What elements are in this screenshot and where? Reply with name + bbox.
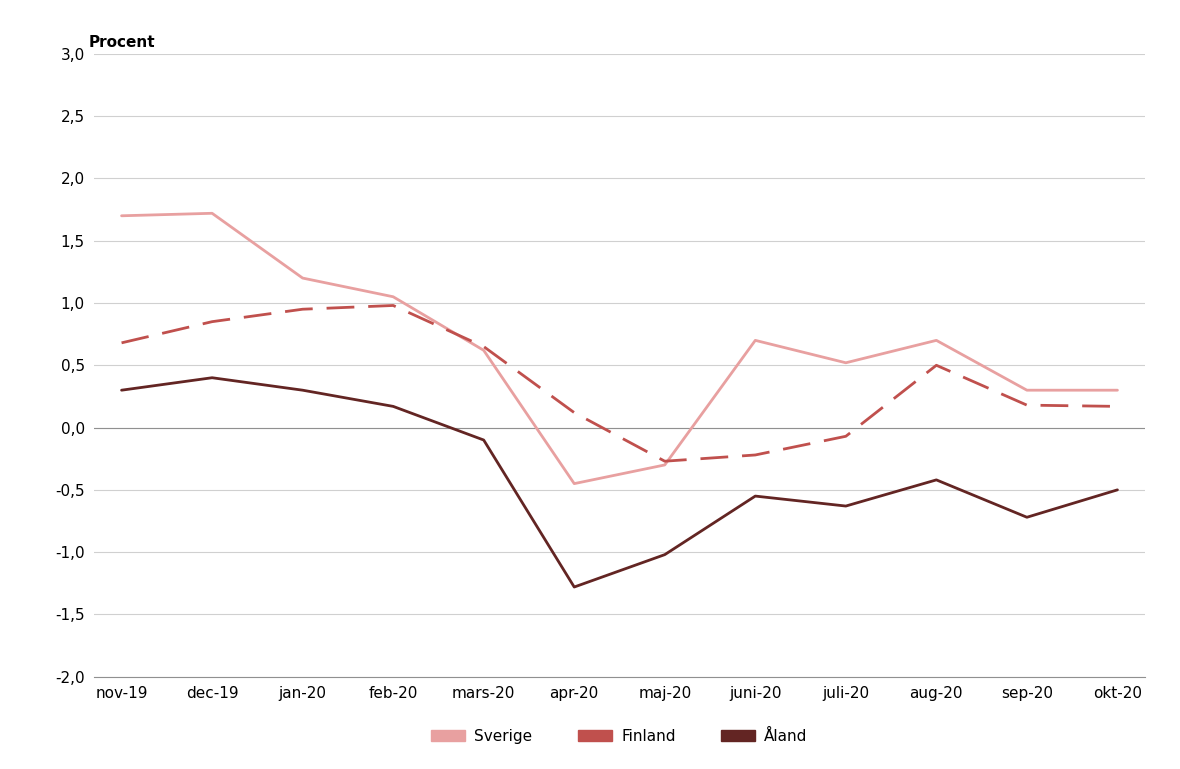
Text: Procent: Procent xyxy=(88,35,155,50)
Legend: Sverige, Finland, Åland: Sverige, Finland, Åland xyxy=(425,723,814,750)
